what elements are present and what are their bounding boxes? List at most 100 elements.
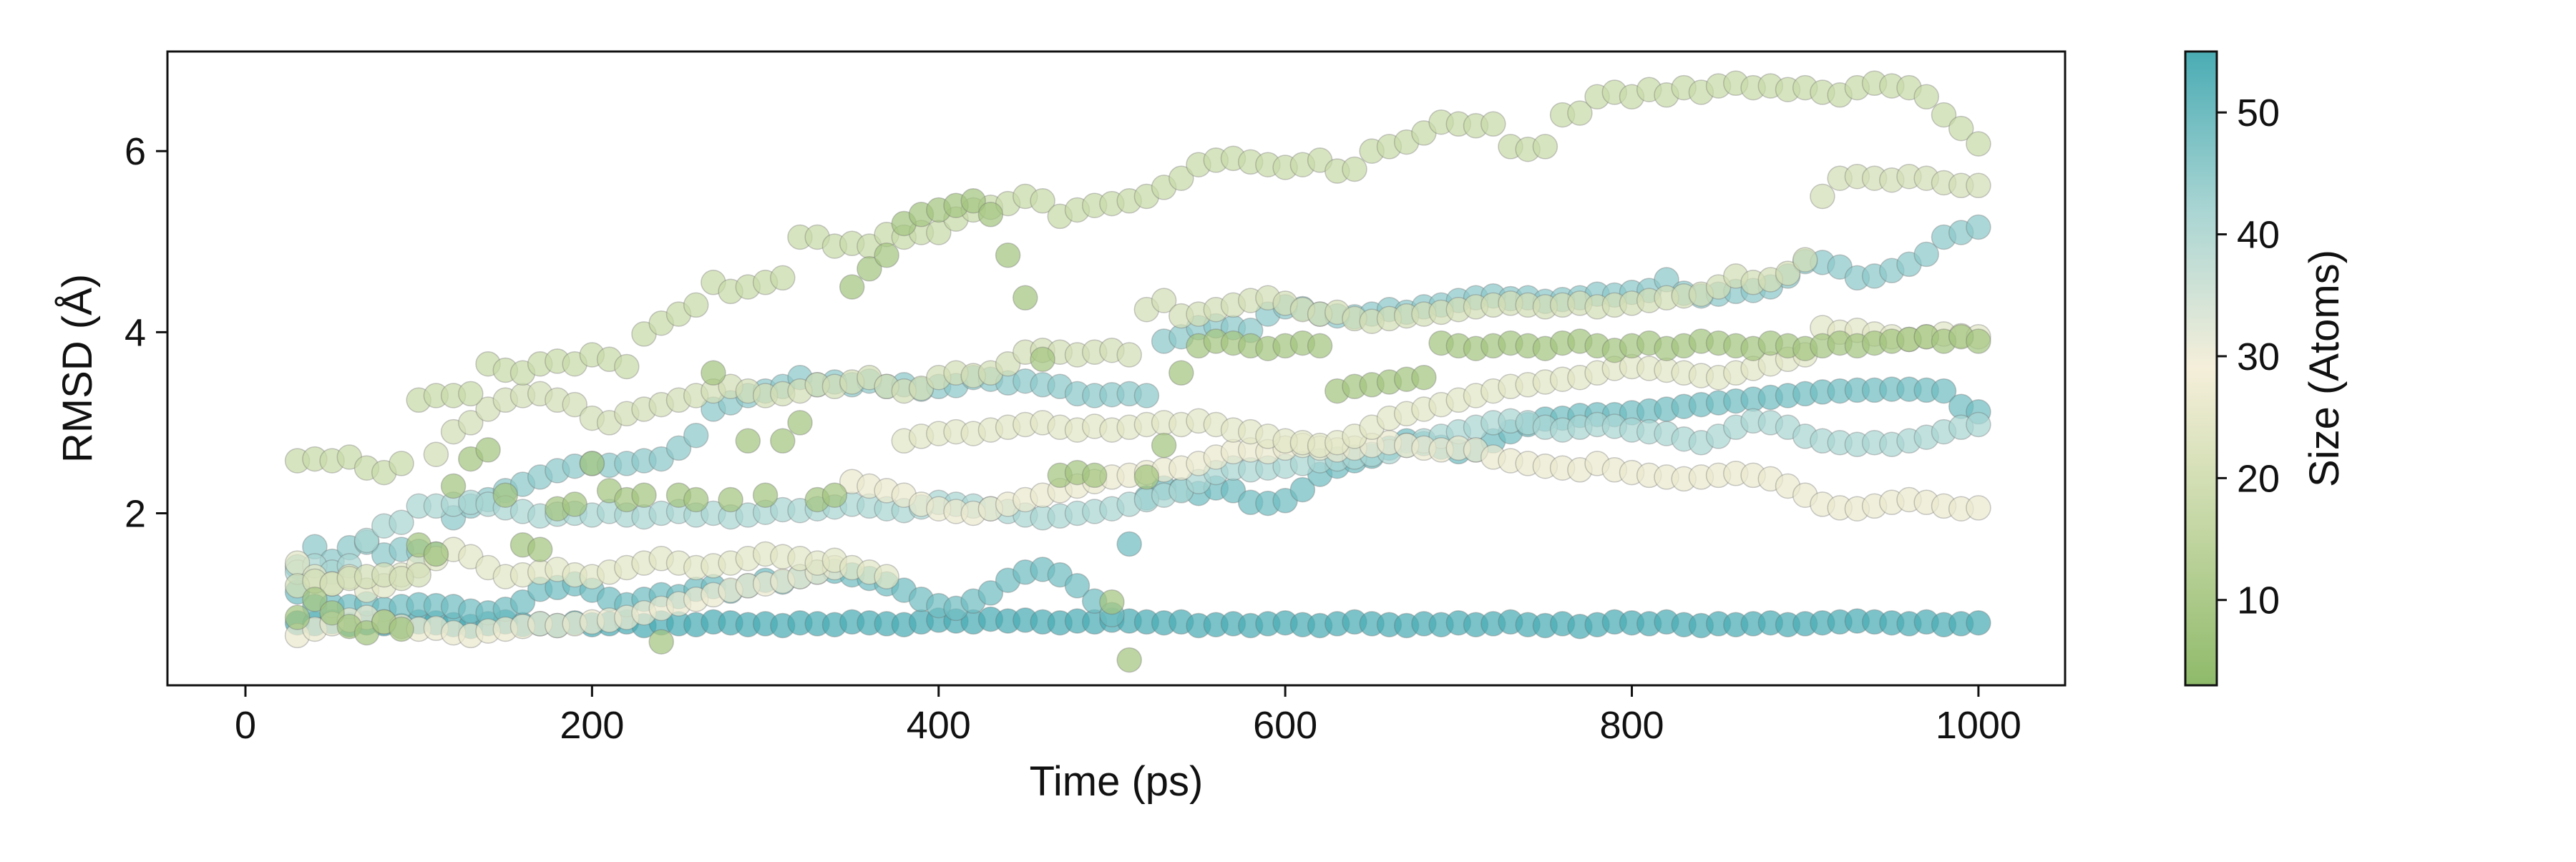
data-point [1810, 183, 1835, 210]
data-point [423, 541, 449, 567]
x-tick-label: 1000 [1936, 704, 2021, 747]
data-point [1775, 260, 1801, 286]
data-point [1342, 156, 1367, 182]
plot-frame [166, 50, 2067, 687]
x-tick-label: 800 [1599, 704, 1664, 747]
data-point [389, 509, 414, 535]
colorbar-tick-label: 40 [2237, 214, 2280, 257]
y-tick-label: 4 [125, 311, 146, 354]
data-point [1532, 134, 1558, 160]
data-point [1966, 172, 1991, 199]
data-point [683, 292, 709, 318]
data-point [648, 629, 674, 655]
data-point [1133, 464, 1160, 490]
data-point [1116, 647, 1142, 673]
data-point [562, 491, 587, 517]
data-point [614, 353, 640, 380]
data-point [423, 441, 449, 467]
data-point [389, 616, 414, 642]
data-point [353, 527, 380, 554]
data-point [735, 428, 761, 454]
data-point [995, 351, 1021, 377]
colorbar-tick-label: 30 [2237, 336, 2280, 378]
colorbar-gradient [2184, 50, 2218, 687]
data-point [1966, 411, 1991, 438]
colorbar: 10 20 30 40 50 Size (Atoms) [2184, 50, 2348, 687]
data-point [1307, 333, 1333, 359]
data-point [821, 482, 848, 508]
data-point [1792, 247, 1818, 273]
data-point [1013, 285, 1038, 311]
data-point [701, 360, 726, 386]
data-point [440, 473, 467, 499]
y-axis-title: RMSD (Å) [54, 274, 101, 463]
data-point [1913, 84, 1939, 110]
data-point [1133, 383, 1160, 408]
data-point [302, 587, 328, 612]
x-tick-label: 600 [1253, 704, 1317, 747]
data-point [1289, 476, 1316, 503]
data-point [995, 243, 1021, 268]
data-point [458, 381, 484, 407]
colorbar-tick-label: 20 [2237, 457, 2280, 500]
y-tick-label: 6 [125, 130, 146, 173]
x-tick-label: 400 [907, 704, 971, 747]
colorbar-tick-label: 10 [2237, 579, 2280, 622]
data-point [683, 486, 709, 513]
colorbar-ticks: 10 20 30 40 50 [2217, 92, 2280, 622]
data-point [1966, 609, 1991, 636]
data-point [1966, 131, 1991, 157]
x-tick-label: 0 [235, 704, 256, 747]
data-point [1913, 241, 1939, 268]
data-point [492, 482, 519, 508]
colorbar-tick-label: 50 [2237, 92, 2280, 134]
data-point [527, 537, 553, 562]
data-point [319, 599, 345, 626]
data-point [389, 451, 414, 476]
data-point [1966, 214, 1991, 240]
data-point [770, 265, 796, 291]
data-point [1966, 495, 1991, 521]
data-point [1948, 115, 1974, 142]
data-point [1931, 102, 1957, 128]
x-axis-title: Time (ps) [1030, 758, 1204, 805]
data-point [631, 482, 657, 508]
x-axis: 0 200 400 600 800 1000 [235, 685, 2021, 747]
data-point [770, 428, 796, 454]
data-point [1151, 288, 1177, 313]
colorbar-label: Size (Atoms) [2301, 250, 2348, 487]
data-point [1567, 100, 1593, 126]
data-point [1480, 111, 1506, 137]
data-point [406, 562, 431, 588]
data-point [1169, 360, 1194, 386]
data-point [284, 604, 311, 630]
data-point [839, 274, 865, 300]
data-point [562, 391, 587, 418]
data-point [1099, 589, 1125, 615]
data-point [458, 410, 484, 436]
data-point [1116, 531, 1142, 557]
x-tick-label: 200 [560, 704, 624, 747]
data-point [1081, 462, 1108, 489]
points-layer [284, 70, 1991, 673]
data-point [752, 482, 779, 508]
data-point [579, 451, 605, 476]
data-point [960, 188, 986, 214]
data-point [857, 256, 882, 282]
data-point [1064, 573, 1091, 599]
data-point [1030, 188, 1055, 214]
data-point [509, 589, 536, 615]
y-tick-label: 2 [125, 493, 146, 536]
data-point [977, 202, 1004, 227]
data-point [683, 422, 709, 449]
data-point [475, 437, 501, 463]
data-point [1030, 346, 1055, 373]
data-point [874, 564, 899, 589]
data-point [1966, 328, 1991, 354]
y-axis: 2 4 6 [125, 130, 167, 536]
data-point [977, 580, 1004, 606]
data-point [787, 410, 813, 436]
data-point [1411, 364, 1437, 391]
